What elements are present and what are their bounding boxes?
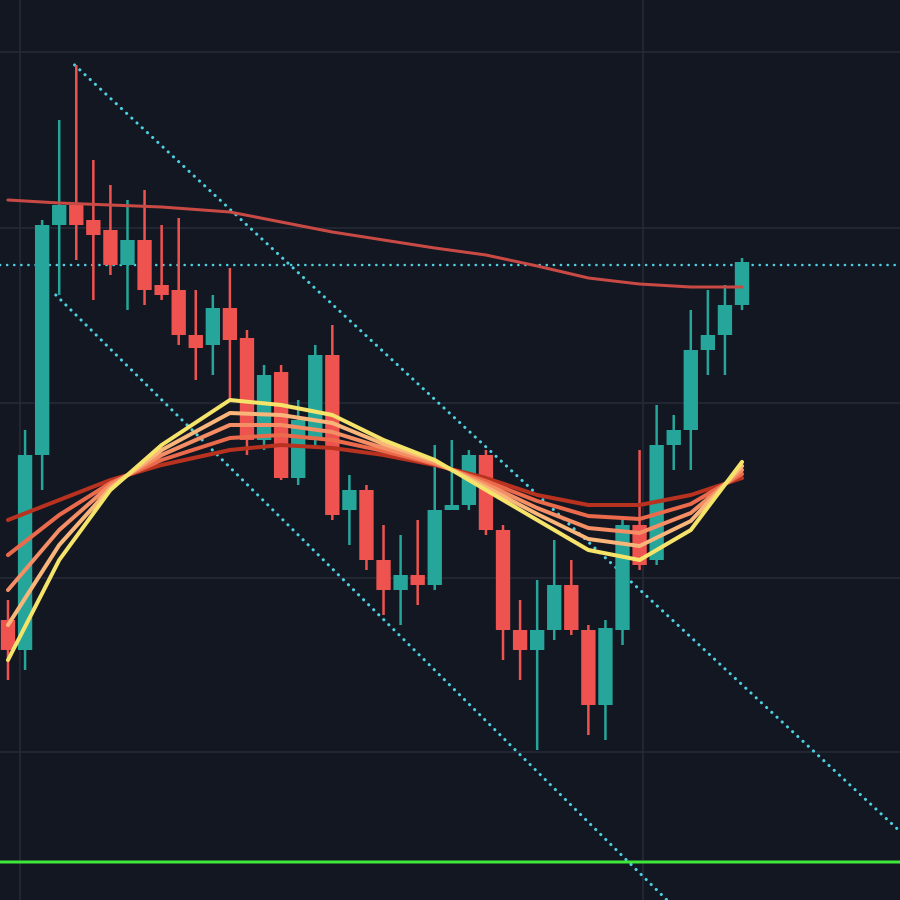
candle-body bbox=[342, 490, 357, 510]
candle-body bbox=[52, 205, 67, 225]
candle-body bbox=[256, 375, 272, 440]
trendline bbox=[54, 293, 669, 900]
candle-body bbox=[325, 355, 340, 515]
candle-body bbox=[120, 240, 135, 265]
candle-body bbox=[393, 575, 408, 590]
candle-body bbox=[86, 220, 101, 235]
moving-average bbox=[6, 398, 744, 662]
moving-average bbox=[6, 198, 744, 289]
candle-body bbox=[581, 630, 596, 705]
candle-body bbox=[154, 285, 169, 295]
candle-body bbox=[69, 205, 84, 225]
candle-body bbox=[547, 585, 562, 630]
candle-body bbox=[700, 335, 716, 350]
candle-body bbox=[444, 505, 459, 510]
candle-body bbox=[427, 510, 442, 585]
trendline bbox=[73, 63, 900, 834]
candle-body bbox=[205, 308, 221, 345]
candle-body bbox=[103, 230, 118, 265]
candle-body bbox=[615, 525, 630, 630]
candle-body bbox=[495, 530, 511, 630]
candle-body bbox=[222, 308, 238, 340]
candle-body bbox=[188, 335, 203, 348]
candle-body bbox=[717, 305, 733, 335]
candle-body bbox=[34, 225, 50, 455]
candle-body bbox=[0, 620, 16, 650]
candle-body bbox=[478, 455, 494, 530]
candle-body bbox=[564, 585, 579, 630]
candle-body bbox=[598, 628, 613, 705]
candle-body bbox=[410, 575, 425, 585]
candle-body bbox=[171, 290, 186, 335]
candle-body bbox=[137, 240, 152, 290]
candle-body bbox=[359, 490, 374, 560]
candle-body bbox=[734, 262, 750, 305]
candle-body bbox=[512, 630, 528, 650]
candle-body bbox=[529, 630, 545, 650]
candle-body bbox=[666, 430, 681, 445]
candle-body bbox=[376, 560, 391, 590]
candle-body bbox=[683, 350, 698, 430]
